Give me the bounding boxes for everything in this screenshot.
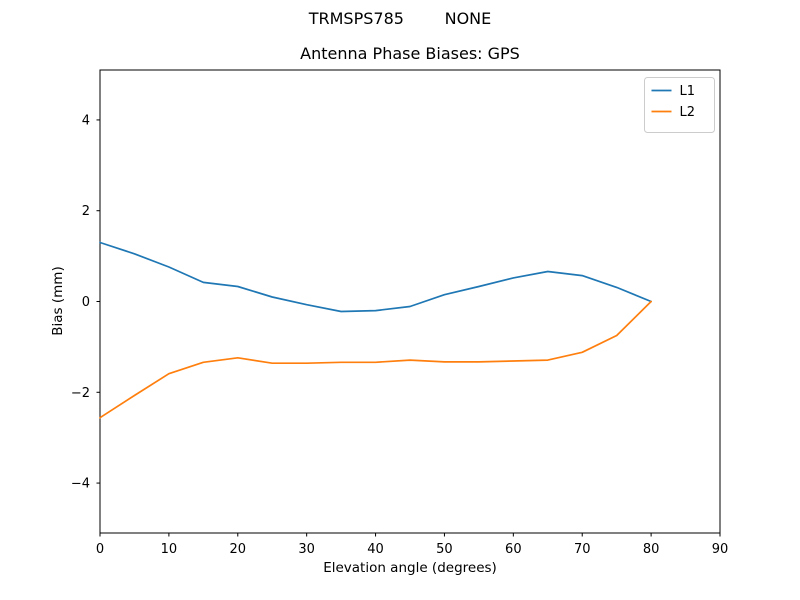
y-tick-label: −2	[71, 386, 90, 401]
chart-title: Antenna Phase Biases: GPS	[300, 44, 520, 63]
y-ticks: −4 −2 0 2 4	[71, 113, 100, 492]
series-line-l2	[99, 300, 652, 419]
y-tick-label: 4	[82, 113, 90, 128]
x-tick-label: 90	[712, 542, 729, 557]
x-tick-label: 30	[298, 542, 315, 557]
figure-suptitle: TRMSPS785 NONE	[308, 9, 492, 28]
y-tick-label: 0	[82, 295, 90, 310]
x-tick-label: 10	[161, 542, 178, 557]
legend-label-l1: L1	[680, 84, 696, 99]
data-series	[99, 241, 652, 419]
y-tick-label: −4	[71, 477, 90, 492]
legend-label-l2: L2	[680, 105, 696, 120]
x-tick-label: 0	[96, 542, 104, 557]
x-axis-label: Elevation angle (degrees)	[323, 560, 497, 576]
y-axis-label: Bias (mm)	[50, 266, 66, 335]
x-tick-label: 20	[230, 542, 247, 557]
y-tick-label: 2	[82, 204, 90, 219]
x-tick-label: 50	[436, 542, 453, 557]
series-line-l1	[99, 241, 652, 313]
x-tick-label: 70	[574, 542, 591, 557]
x-tick-label: 60	[505, 542, 522, 557]
x-tick-label: 40	[367, 542, 384, 557]
x-tick-label: 80	[643, 542, 660, 557]
x-ticks: 0 10 20 30 40 50 60 70 80 90	[96, 533, 728, 557]
plot-border	[99, 69, 721, 534]
